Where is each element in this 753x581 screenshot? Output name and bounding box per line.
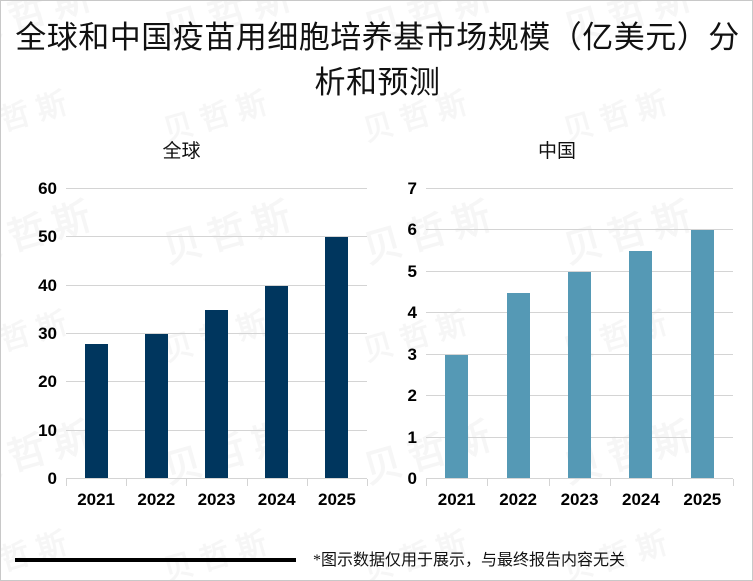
- x-axis-tick-global: [306, 479, 308, 486]
- gridline-global: [66, 236, 367, 238]
- x-axis-tick-china: [610, 479, 612, 486]
- y-tick-label-china: 4: [407, 303, 417, 323]
- x-axis-line-china: [426, 478, 733, 479]
- x-axis-tick-china: [548, 479, 550, 486]
- y-tick-label-global: 60: [38, 179, 57, 198]
- bar-china-2025[interactable]: [690, 230, 714, 479]
- bar-slot: [247, 189, 307, 479]
- bar-slot: [66, 189, 126, 479]
- x-axis-tick-china: [487, 479, 489, 486]
- x-axis-tick-global: [186, 479, 188, 486]
- bar-slot: [549, 189, 610, 479]
- gridline-global: [66, 188, 367, 189]
- y-tick-label-china: 0: [407, 469, 417, 488]
- x-axis-tick-global: [66, 479, 67, 486]
- y-tick-label-china: 7: [407, 179, 417, 198]
- bar-slot: [307, 189, 367, 479]
- bar-slot: [426, 189, 487, 479]
- bar-slot: [610, 189, 671, 479]
- chart-title-china: 中国: [537, 141, 576, 162]
- bar-group-china: [426, 189, 733, 479]
- x-axis-tick-china: [733, 479, 734, 486]
- bar-global-2025[interactable]: [325, 237, 349, 479]
- gridline-china: [426, 270, 733, 272]
- y-tick-label-global: 20: [38, 372, 57, 392]
- x-axis-labels-global: 2021 2022 2023 2024 2025: [66, 490, 367, 510]
- plot-area-global: 2021 2022 2023 2024 2025 0 10 20 30 40 50 60: [38, 179, 368, 509]
- x-tick-label-global: 2025: [318, 490, 356, 509]
- y-tick-label-china: 5: [407, 261, 417, 281]
- x-tick-label-china: 2022: [499, 490, 538, 509]
- y-tick-label-china: 6: [407, 220, 417, 240]
- y-tick-label-china: 3: [407, 344, 417, 364]
- y-tick-label-global: 30: [38, 324, 57, 343]
- x-tick-label-global: 2024: [257, 490, 296, 509]
- bar-slot: [126, 189, 186, 479]
- x-tick-label-global: 2021: [77, 490, 116, 509]
- x-tick-label-china: 2021: [437, 490, 476, 509]
- bar-global-2024[interactable]: [265, 285, 289, 479]
- y-tick-label-global: 50: [38, 227, 57, 247]
- bar-china-2022[interactable]: [506, 292, 530, 479]
- x-axis-tick-china: [671, 479, 673, 486]
- page-title: 全球和中国疫苗用细胞培养基市场规模（亿美元）分析和预测: [15, 20, 740, 100]
- bar-china-2024[interactable]: [629, 251, 653, 479]
- footer-note: *图示数据仅用于展示，与最终报告内容无关: [313, 552, 626, 569]
- y-tick-label-global: 0: [47, 469, 57, 488]
- plot-area-china: 2021 2022 2023 2024 2025 0 1 2 3 4 5 6 7: [408, 179, 734, 509]
- y-tick-label-global: 10: [38, 420, 57, 440]
- chart-panel-china: 中国 2021 2022 2023 2024 2025 0 1 2 3 4 5 6 7: [379, 136, 749, 526]
- bar-global-2021[interactable]: [84, 343, 108, 479]
- x-tick-label-china: 2025: [683, 490, 722, 509]
- x-axis-tick-global: [126, 479, 128, 486]
- y-tick-label-global: 40: [38, 275, 57, 295]
- bar-group-global: [66, 189, 367, 479]
- x-axis-tick-global: [246, 479, 248, 486]
- x-axis-labels-china: 2021 2022 2023 2024 2025: [426, 490, 733, 510]
- y-tick-label-china: 1: [407, 427, 417, 447]
- chart-title-global: 全球: [162, 141, 201, 162]
- chart-panel-global: 全球 2021 2022 2023 2024 2025 0 10 20 30 40 50 60: [9, 136, 379, 526]
- y-tick-label-china: 2: [407, 386, 417, 406]
- gridline-china: [426, 188, 733, 189]
- bar-china-2023[interactable]: [568, 271, 592, 479]
- x-axis-line-global: [66, 478, 367, 479]
- gridline-china: [426, 229, 733, 231]
- gridline-global: [66, 284, 367, 286]
- x-axis-tick-global: [367, 479, 368, 486]
- x-tick-label-global: 2022: [137, 490, 176, 509]
- x-tick-label-china: 2023: [560, 490, 599, 509]
- bar-slot: [186, 189, 246, 479]
- footer-divider: [15, 558, 296, 562]
- bar-china-2021[interactable]: [445, 354, 469, 479]
- bar-slot: [672, 189, 733, 479]
- x-axis-tick-china: [426, 479, 427, 486]
- bar-slot: [487, 189, 548, 479]
- bar-global-2022[interactable]: [144, 334, 168, 479]
- x-tick-label-china: 2024: [622, 490, 660, 509]
- x-tick-label-global: 2023: [197, 490, 236, 509]
- bar-global-2023[interactable]: [205, 309, 228, 479]
